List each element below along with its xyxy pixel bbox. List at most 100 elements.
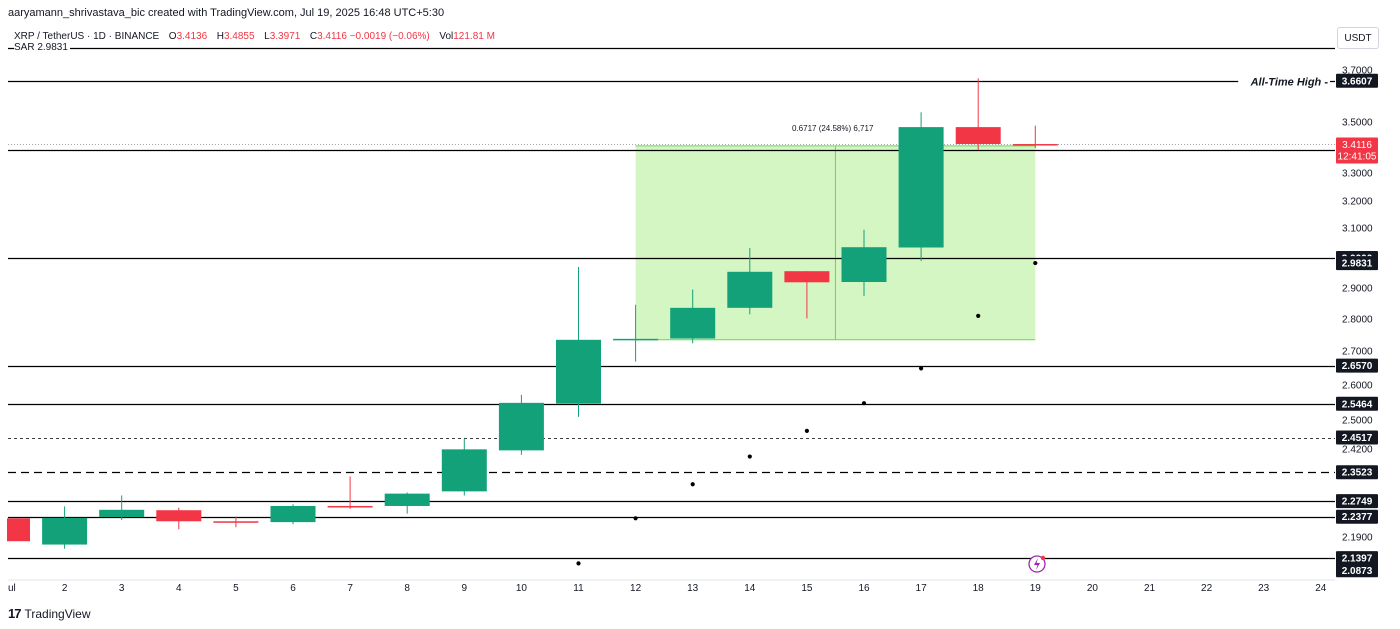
price-tick-label: 2.8000	[1342, 315, 1373, 326]
low-label: L	[264, 31, 270, 42]
candle-body	[42, 517, 88, 545]
time-tick-label: 6	[290, 583, 296, 594]
candle	[556, 267, 601, 417]
currency-selector[interactable]: USDT	[1337, 27, 1379, 49]
level-price-tag-bg	[1336, 396, 1378, 411]
candle	[898, 112, 944, 261]
candle	[270, 504, 316, 525]
measure-tool[interactable]: 0.6717 (24.58%) 6,717	[635, 124, 1036, 341]
symbol-name[interactable]: XRP / TetherUS · 1D · BINANCE	[14, 31, 160, 42]
time-tick-label: 13	[687, 583, 699, 594]
time-tick-label: 3	[119, 583, 125, 594]
candle	[727, 248, 773, 315]
time-tick-label: 10	[516, 583, 528, 594]
time-tick-label: 24	[1315, 583, 1327, 594]
sar-dot	[976, 313, 981, 318]
change-value: −0.0019 (−0.06%)	[349, 31, 430, 42]
candle	[99, 495, 145, 520]
time-tick-label: 5	[233, 583, 239, 594]
candle	[498, 394, 544, 455]
time-axis[interactable]: ul 2 3 4 5 6 7 8 9 10 11 12 13 14 15 16 17 18 19 20 21 22 23 24	[8, 583, 1327, 594]
candle-body	[727, 271, 773, 308]
volume-label: Vol	[439, 31, 454, 42]
candle-body	[327, 505, 373, 508]
time-tick-label: 23	[1258, 583, 1270, 594]
price-tick-label: 3.3000	[1342, 169, 1373, 180]
measure-label: 0.6717 (24.58%) 6,717	[792, 124, 874, 133]
candle-body	[99, 509, 145, 518]
time-tick-label: 16	[858, 583, 870, 594]
candle-body	[384, 493, 430, 506]
candles	[7, 78, 1058, 549]
level-price-tag: 2.1397	[1342, 554, 1373, 565]
current-price-label: 3.4116	[1342, 140, 1372, 151]
level-price-tag-bg	[1336, 509, 1378, 524]
candle-body	[784, 271, 830, 283]
sar-dots	[576, 260, 1038, 566]
time-tick-label: 15	[801, 583, 813, 594]
candle	[784, 271, 830, 319]
candle	[1012, 125, 1058, 149]
chart-credit: aaryamann_shrivastava_bic created with T…	[8, 7, 445, 19]
horizontal-levels[interactable]: All-Time High -	[8, 47, 1335, 560]
level-price-tag: 2.6570	[1342, 361, 1373, 372]
level-annotation-bg	[1238, 74, 1330, 89]
price-tick-label: 3.7000	[1342, 66, 1373, 77]
alert-icon[interactable]	[1028, 555, 1046, 573]
sar-dot	[804, 428, 810, 433]
sar-dot	[576, 561, 581, 566]
price-tick-label: 2.4200	[1342, 445, 1373, 456]
time-tick-label: 8	[404, 583, 410, 594]
sar-dot	[690, 482, 695, 487]
candle	[42, 506, 88, 549]
sar-dot	[747, 454, 752, 459]
price-tick-label: 2.6000	[1342, 381, 1373, 392]
close-label: C	[309, 31, 318, 42]
open-label: O	[168, 31, 177, 42]
candle	[670, 289, 716, 344]
level-price-tag: 2.4517	[1342, 433, 1373, 444]
extra-price-tag: 2.0873	[1342, 566, 1373, 577]
tradingview-logo[interactable]: 17 TradingView	[8, 606, 91, 621]
level-price-tag-bg	[1336, 358, 1378, 373]
time-tick-label: 18	[973, 583, 985, 594]
time-tick-label: ul	[8, 583, 16, 594]
time-tick-label: 19	[1030, 583, 1042, 594]
candle-body	[270, 505, 316, 523]
sar-dot	[861, 401, 867, 406]
price-tick-label: 2.9000	[1342, 284, 1373, 295]
candle	[384, 492, 430, 514]
candle-body	[670, 307, 716, 339]
candle	[613, 304, 659, 362]
brand-name: TradingView	[24, 606, 91, 621]
candle-body	[1012, 144, 1058, 146]
price-tick-label: 2.1900	[1342, 533, 1373, 544]
candle-body	[8, 518, 30, 542]
candle	[441, 438, 487, 496]
low-value: 3.3971	[269, 31, 301, 42]
level-price-tag: 2.5464	[1342, 399, 1373, 410]
price-tick-label: 3.2000	[1342, 197, 1373, 208]
candle	[156, 507, 202, 530]
level-price-tag-bg	[1336, 494, 1378, 509]
close-value: 3.4116	[317, 31, 347, 42]
price-axis[interactable]: 3.7000 3.5000 3.3000 3.2000 3.1000 2.9000 2.80…	[1336, 66, 1378, 578]
time-tick-label: 14	[744, 583, 756, 594]
candle-body	[556, 339, 601, 404]
candle-body	[213, 521, 259, 523]
candle-body	[441, 449, 487, 492]
extra-price-tag-bg	[1336, 563, 1378, 578]
candle	[7, 518, 30, 542]
extra-price-tag-bg	[1336, 256, 1378, 271]
time-tick-label: 17	[916, 583, 928, 594]
time-tick-label: 7	[347, 583, 353, 594]
time-tick-label: 9	[462, 583, 468, 594]
candle-body	[613, 338, 659, 341]
sar-legend[interactable]: SAR 2.9831	[14, 42, 70, 53]
symbol-legend: XRP / TetherUS · 1D · BINANCE O3.4136 H3…	[14, 31, 495, 42]
candle	[841, 229, 887, 297]
level-price-tag-bg	[1336, 73, 1378, 88]
candle-body	[498, 402, 544, 451]
level-price-tag: 2.3523	[1342, 468, 1373, 479]
